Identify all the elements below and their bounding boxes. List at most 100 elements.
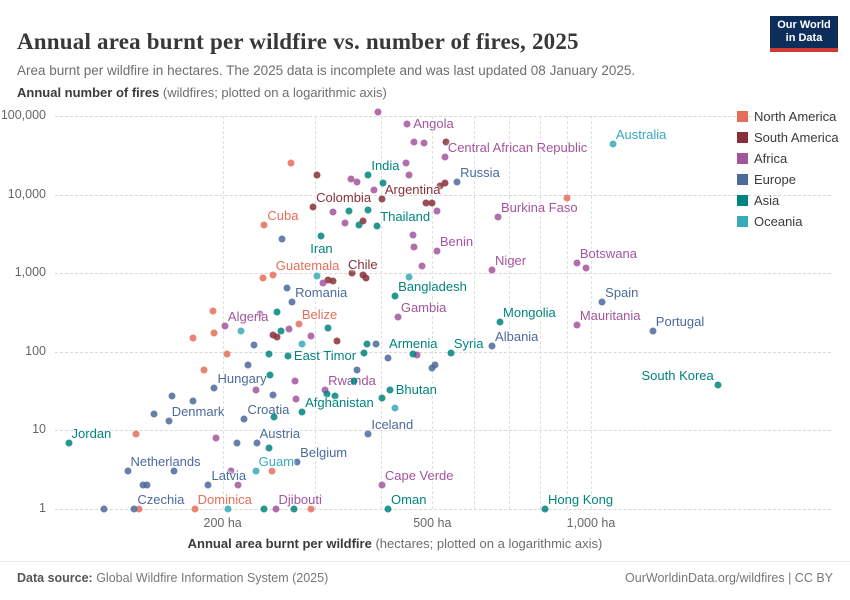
data-point[interactable] [292, 395, 300, 403]
data-point-netherlands[interactable] [124, 467, 132, 475]
data-point[interactable] [268, 467, 276, 475]
data-point[interactable] [355, 221, 363, 229]
data-point[interactable] [233, 439, 241, 447]
data-point[interactable] [210, 329, 218, 337]
data-point[interactable] [277, 327, 285, 335]
data-point[interactable] [428, 364, 436, 372]
data-point[interactable] [168, 392, 176, 400]
data-point-portugal[interactable] [649, 327, 657, 335]
data-point[interactable] [298, 340, 306, 348]
data-point[interactable] [265, 350, 273, 358]
data-point[interactable] [132, 430, 140, 438]
data-point-south-korea[interactable] [714, 381, 722, 389]
data-point-iran[interactable] [317, 232, 325, 240]
data-point[interactable] [269, 331, 277, 339]
data-point-east-timor[interactable] [284, 352, 292, 360]
data-point[interactable] [307, 505, 315, 513]
data-point[interactable] [379, 179, 387, 187]
data-point[interactable] [266, 371, 274, 379]
data-point-thailand[interactable] [373, 222, 381, 230]
data-point[interactable] [363, 340, 371, 348]
data-point[interactable] [405, 171, 413, 179]
data-point-cape-verde[interactable] [378, 481, 386, 489]
data-point-djibouti[interactable] [272, 505, 280, 513]
data-point[interactable] [347, 175, 355, 183]
data-point[interactable] [265, 444, 273, 452]
data-point[interactable] [259, 274, 267, 282]
data-point[interactable] [362, 274, 370, 282]
data-point-croatia[interactable] [240, 415, 248, 423]
legend-item-europe[interactable]: Europe [737, 172, 839, 187]
data-point-australia[interactable] [609, 140, 617, 148]
data-point[interactable] [410, 243, 418, 251]
data-point-armenia[interactable] [409, 350, 417, 358]
data-point[interactable] [413, 351, 421, 359]
data-point[interactable] [283, 284, 291, 292]
data-point-cuba[interactable] [260, 221, 268, 229]
data-point-mongolia[interactable] [496, 318, 504, 326]
data-point[interactable] [350, 377, 358, 385]
data-point-central-african-republic[interactable] [441, 153, 449, 161]
data-point[interactable] [345, 207, 353, 215]
data-point[interactable] [333, 337, 341, 345]
data-point-albania[interactable] [488, 342, 496, 350]
data-point[interactable] [374, 108, 382, 116]
data-point-spain[interactable] [598, 298, 606, 306]
data-point-czechia[interactable] [130, 505, 138, 513]
data-point[interactable] [250, 341, 258, 349]
data-point[interactable] [313, 171, 321, 179]
data-point[interactable] [285, 325, 293, 333]
data-point[interactable] [436, 182, 444, 190]
data-point-algeria[interactable] [221, 322, 229, 330]
data-point[interactable] [150, 410, 158, 418]
data-point-iceland[interactable] [364, 430, 372, 438]
data-point[interactable] [227, 467, 235, 475]
data-point-syria[interactable] [447, 349, 455, 357]
data-point[interactable] [359, 217, 367, 225]
data-point[interactable] [252, 386, 260, 394]
data-point[interactable] [244, 361, 252, 369]
data-point-hong-kong[interactable] [541, 505, 549, 513]
data-point[interactable] [341, 219, 349, 227]
data-point[interactable] [319, 279, 327, 287]
data-point-guam[interactable] [252, 467, 260, 475]
data-point-guatemala[interactable] [269, 271, 277, 279]
data-point[interactable] [329, 277, 337, 285]
data-point[interactable] [273, 333, 281, 341]
legend-item-asia[interactable]: Asia [737, 193, 839, 208]
data-point[interactable] [139, 481, 147, 489]
data-point[interactable] [278, 235, 286, 243]
data-point[interactable] [410, 138, 418, 146]
data-point[interactable] [237, 327, 245, 335]
data-point[interactable] [360, 349, 368, 357]
data-point[interactable] [291, 377, 299, 385]
data-point[interactable] [353, 178, 361, 186]
data-point-dominica[interactable] [191, 505, 199, 513]
data-point[interactable] [324, 276, 332, 284]
data-point[interactable] [372, 340, 380, 348]
legend-item-africa[interactable]: Africa [737, 151, 839, 166]
data-point[interactable] [348, 269, 356, 277]
data-point[interactable] [273, 308, 281, 316]
data-point-india[interactable] [364, 171, 372, 179]
data-point[interactable] [324, 324, 332, 332]
data-point-jordan[interactable] [65, 439, 73, 447]
data-point[interactable] [100, 505, 108, 513]
data-point[interactable] [290, 505, 298, 513]
data-point[interactable] [402, 159, 410, 167]
legend-item-north-america[interactable]: North America [737, 109, 839, 124]
data-point-bangladesh[interactable] [391, 292, 399, 300]
data-point[interactable] [224, 505, 232, 513]
data-point-rwanda[interactable] [321, 386, 329, 394]
data-point-angola[interactable] [403, 120, 411, 128]
data-point-russia[interactable] [453, 178, 461, 186]
data-point-argentina[interactable] [378, 195, 386, 203]
data-point[interactable] [441, 179, 449, 187]
data-point[interactable] [370, 186, 378, 194]
data-point[interactable] [422, 199, 430, 207]
data-point-colombia[interactable] [309, 203, 317, 211]
data-point[interactable] [323, 390, 331, 398]
data-point[interactable] [409, 231, 417, 239]
data-point-austria[interactable] [253, 439, 261, 447]
data-point[interactable] [223, 350, 231, 358]
